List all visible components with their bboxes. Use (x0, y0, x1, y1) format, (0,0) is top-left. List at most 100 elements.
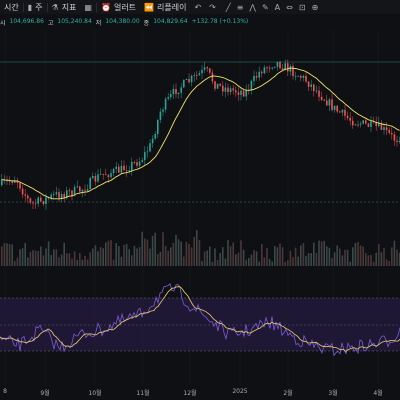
low-label: 저 (95, 20, 102, 27)
volume-bar (84, 255, 86, 266)
low-value: 104,380.00 (105, 18, 140, 25)
volume-bar (375, 252, 377, 266)
candle-body (359, 123, 362, 125)
text-tool-icon[interactable]: A (274, 2, 281, 12)
high-label: 고 (47, 20, 54, 27)
time-axis[interactable]: 8 9월 10월 11월 12월 2025 2월 3월 4월 (0, 385, 400, 400)
candle-body (354, 124, 357, 126)
volume-bar (318, 240, 320, 266)
volume-bar (136, 248, 138, 266)
candle-body (27, 195, 29, 199)
volume-bar (167, 250, 169, 266)
candle-body (281, 68, 284, 71)
volume-bar (328, 247, 331, 266)
redo-icon: ↷ (209, 2, 216, 12)
volume-bar (128, 249, 130, 266)
pattern-tool-icon[interactable]: ⋀ (249, 2, 256, 12)
time-axis-label: 2월 (283, 390, 293, 397)
volume-bar (107, 240, 110, 266)
rewind-icon: ⏪ (144, 2, 155, 12)
volume-bar (281, 247, 284, 266)
trendline-tool-icon[interactable]: ╱ (225, 2, 231, 12)
rsi-band (0, 298, 400, 351)
price-chart[interactable] (0, 30, 400, 385)
layout-button[interactable]: ▦ (80, 3, 96, 12)
candle-body (341, 109, 344, 113)
zoom-tool-icon[interactable]: ⊕ (311, 2, 319, 12)
volume-bar (196, 230, 198, 266)
volume-bar (398, 252, 400, 266)
volume-bar (313, 242, 315, 266)
timeframe-button[interactable]: 시간 (0, 2, 23, 13)
volume-bar (16, 257, 19, 266)
volume-bar (29, 251, 32, 266)
measure-tool-icon[interactable]: ⇔ (286, 2, 293, 12)
interval-button[interactable]: ▮ 주 (24, 2, 47, 13)
candle-body (227, 87, 229, 93)
candle-body (232, 88, 234, 91)
candle-body (180, 87, 182, 93)
candle-body (292, 66, 294, 77)
candle-body (385, 127, 388, 131)
volume-bar (365, 252, 367, 266)
time-axis-label: 9월 (40, 390, 50, 397)
volume-bar (183, 256, 185, 266)
candle-body (107, 175, 110, 178)
candle-body (76, 186, 78, 188)
volume-bar (99, 246, 102, 266)
shapes-tool-icon[interactable]: ⊡ (298, 2, 306, 12)
volume-bar (180, 241, 182, 266)
candle-body (274, 66, 276, 68)
candle-body (313, 84, 315, 92)
candle-body (45, 197, 47, 205)
candle-body (157, 119, 159, 135)
alert-button[interactable]: ⏰ 얼러트 (97, 2, 140, 13)
candle-body (118, 166, 120, 173)
candle-body (391, 132, 393, 135)
volume-bar (315, 253, 318, 266)
volume-bar (396, 249, 398, 266)
candle-body (289, 66, 292, 72)
candle-body (102, 173, 104, 175)
volume-bar (172, 242, 175, 266)
replay-button[interactable]: ⏪ 리플레이 (140, 2, 190, 13)
toolbar-divider (46, 2, 48, 12)
volume-bar (154, 232, 156, 266)
candle-body (188, 79, 190, 83)
indicators-button[interactable]: ⚗ 지표 (48, 2, 81, 13)
rsi-pane (0, 283, 400, 357)
redo-button[interactable]: ↷ (205, 3, 220, 12)
volume-bar (214, 248, 216, 266)
volume-bar (76, 259, 78, 266)
candle-body (276, 61, 279, 67)
volume-bar (21, 248, 24, 266)
volume-bar (53, 249, 55, 266)
candle-body (224, 87, 227, 92)
volume-bar (320, 241, 323, 266)
volume-bar (385, 259, 388, 266)
brush-tool-icon[interactable]: ✎ (261, 2, 269, 12)
candle-body (149, 143, 151, 152)
candle-body (222, 85, 224, 92)
candle-body (92, 176, 94, 179)
candle-body (94, 176, 97, 182)
volume-bar (92, 248, 94, 266)
volume-bar (138, 247, 141, 266)
volume-bar (261, 243, 263, 266)
candle-body (170, 94, 172, 98)
volume-bar (149, 248, 151, 266)
volume-bar (370, 255, 372, 266)
change-value: +132.78 (+0.13%) (191, 18, 249, 25)
volume-bar (323, 240, 325, 266)
fib-tool-icon[interactable]: ≡ (236, 2, 244, 12)
volume-bar (188, 244, 190, 266)
candle-body (261, 71, 263, 74)
alarm-icon: ⏰ (100, 2, 111, 12)
high-value: 105,240.84 (57, 18, 92, 25)
candle-body (211, 72, 214, 82)
undo-button[interactable]: ↶ (190, 3, 205, 12)
candle-body (349, 117, 351, 121)
candle-body (79, 186, 81, 192)
volume-bar (102, 248, 104, 266)
volume-bar (222, 247, 224, 266)
